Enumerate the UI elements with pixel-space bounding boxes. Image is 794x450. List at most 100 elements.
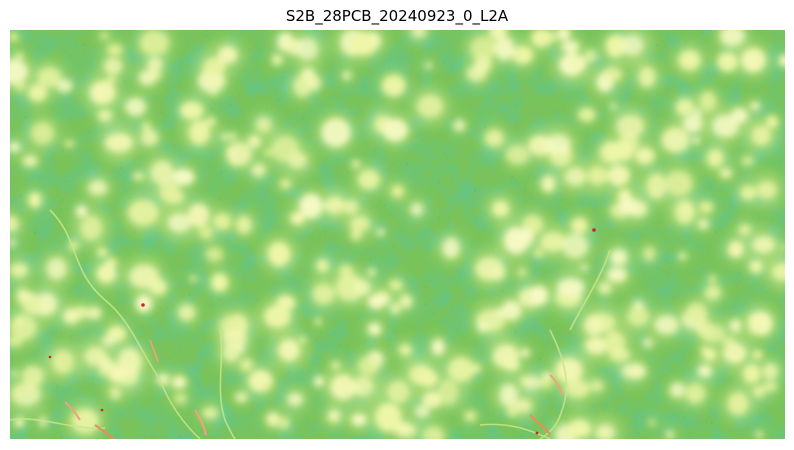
cloud-puff [666, 430, 674, 439]
cloud-puff [14, 315, 24, 324]
cloud-puff [264, 149, 273, 156]
cloud-puff [14, 80, 26, 91]
cloud-puff [585, 337, 609, 355]
cloud-puff [700, 325, 726, 343]
cloud-puff [221, 329, 248, 348]
cloud-puff [222, 343, 240, 362]
cloud-puff [699, 201, 713, 213]
cloud-puff [669, 383, 686, 398]
cloud-puff [376, 228, 385, 236]
cloud-puff [172, 376, 187, 389]
cloud-puff [343, 200, 359, 215]
cloud-puff [306, 75, 321, 91]
cloud-puff [779, 54, 785, 67]
cloud-cover [10, 30, 785, 439]
cloud-puff [312, 283, 335, 304]
cloud-puff [534, 247, 544, 258]
cloud-puff [415, 404, 430, 418]
cloud-puff [609, 347, 630, 362]
cloud-puff [750, 101, 761, 111]
cloud-puff [226, 142, 252, 166]
cloud-puff [104, 57, 122, 75]
cloud-puff [534, 137, 545, 145]
cloud-puff [163, 190, 185, 204]
cloud-puff [698, 365, 712, 377]
cloud-puff [762, 363, 779, 380]
cloud-puff [298, 336, 307, 343]
cloud-puff [530, 286, 548, 305]
cloud-puff [202, 407, 218, 419]
cloud-puff [251, 163, 266, 177]
cloud-puff [296, 38, 318, 60]
cloud-puff [330, 374, 356, 400]
cloud-puff [638, 66, 656, 88]
cloud-puff [741, 156, 754, 165]
cloud-puff [331, 361, 340, 370]
cloud-puff [517, 268, 527, 277]
cloud-puff [766, 115, 778, 129]
cloud-puff [466, 65, 487, 82]
cloud-puff [547, 32, 558, 42]
cloud-puff [172, 169, 195, 185]
cloud-puff [598, 281, 612, 295]
cloud-puff [106, 270, 114, 278]
cloud-puff [342, 71, 351, 80]
cloud-puff [685, 384, 705, 404]
cloud-puff [31, 122, 54, 144]
cloud-puff [409, 364, 433, 385]
cloud-puff [350, 216, 370, 231]
cloud-puff [621, 35, 644, 56]
cloud-puff [115, 366, 139, 386]
red-hotspots [48, 228, 596, 435]
cloud-puff [10, 371, 18, 377]
cloud-puff [447, 357, 474, 382]
cloud-puff [399, 344, 412, 356]
cloud-puff [390, 302, 401, 315]
cloud-puff [287, 393, 303, 406]
cloud-puff [278, 339, 300, 362]
cloud-puff [698, 219, 709, 230]
cloud-puff [520, 348, 530, 357]
cloud-puff [140, 30, 169, 56]
cloud-puff [493, 344, 519, 369]
cloud-puff [125, 98, 146, 116]
cloud-puff [491, 30, 507, 41]
cloud-puff [147, 57, 163, 72]
cloud-puff [499, 384, 518, 407]
cloud-puff [28, 192, 42, 208]
cloud-puff [63, 308, 80, 324]
cloud-puff [717, 52, 738, 72]
cloud-puff [202, 58, 227, 75]
cloud-puff [382, 118, 408, 142]
figure-title: S2B_28PCB_20240923_0_L2A [285, 7, 509, 25]
cloud-puff [14, 417, 25, 427]
cloud-puff [174, 393, 187, 404]
cloud-puff [695, 326, 705, 333]
cloud-puff [519, 376, 530, 385]
cloud-puff [129, 264, 159, 288]
cloud-puff [678, 50, 701, 70]
cloud-puff [602, 67, 623, 82]
cloud-puff [708, 276, 717, 283]
cloud-puff [607, 267, 627, 282]
cloud-puff [399, 294, 413, 308]
cloud-puff [10, 216, 19, 232]
cloud-puff [453, 120, 466, 132]
cloud-puff [540, 232, 566, 252]
cloud-puff [389, 280, 403, 290]
cloud-puff [587, 166, 609, 185]
cloud-puff [571, 218, 588, 234]
cloud-puff [351, 227, 362, 241]
cloud-puff [751, 125, 771, 146]
cloud-puff [464, 411, 476, 422]
cloud-puff [229, 132, 237, 141]
cloud-puff [538, 377, 553, 388]
cloud-puff [315, 318, 322, 325]
cloud-puff [352, 280, 371, 296]
cloud-puff [316, 259, 329, 272]
cloud-puff [513, 398, 532, 413]
cloud-puff [98, 109, 113, 122]
cloud-puff [387, 380, 410, 404]
cloud-puff [180, 101, 204, 120]
cloud-puff [705, 285, 721, 300]
